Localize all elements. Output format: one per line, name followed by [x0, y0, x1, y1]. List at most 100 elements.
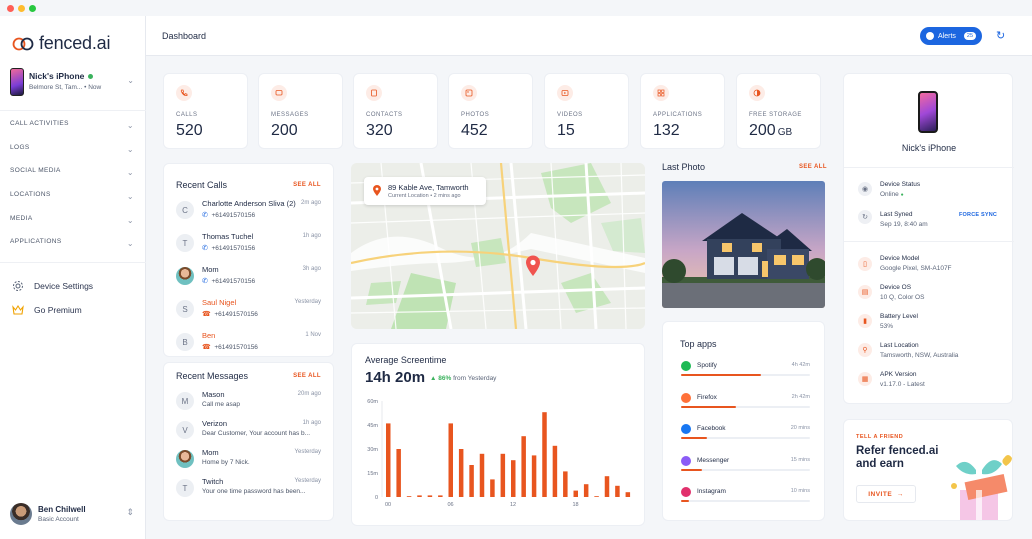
- recent-messages-see-all[interactable]: SEE ALL: [293, 373, 321, 379]
- app-time: 2h 42m: [791, 393, 810, 400]
- wifi-icon: ◉: [858, 182, 872, 196]
- avatar: B: [176, 333, 194, 351]
- screentime-bar[interactable]: [386, 423, 391, 497]
- screentime-bar[interactable]: [625, 492, 631, 497]
- package-icon: ▦: [858, 372, 872, 386]
- device-settings-link[interactable]: Device Settings: [12, 279, 134, 293]
- last-photo-image[interactable]: [662, 181, 825, 308]
- screentime-bar[interactable]: [490, 479, 495, 497]
- app-row-messenger[interactable]: Messenger 15 mins: [678, 455, 810, 476]
- usage-fill: [681, 437, 707, 439]
- phone-icon: [176, 85, 192, 101]
- message-preview: Dear Customer, Your account has b...: [202, 430, 311, 437]
- close-window-button[interactable]: [7, 5, 14, 12]
- caller-name: Charlotte Anderson Sliva (2): [202, 199, 296, 208]
- caller-name: Saul Nigel: [202, 298, 237, 307]
- stat-card-contacts[interactable]: Contacts 320: [353, 73, 438, 149]
- refresh-icon[interactable]: ↻: [996, 30, 1006, 42]
- screentime-bar[interactable]: [594, 496, 599, 497]
- usage-track: [681, 405, 810, 408]
- usage-fill: [681, 374, 761, 376]
- app-row-facebook[interactable]: Facebook 20 mins: [678, 424, 810, 444]
- maximize-window-button[interactable]: [29, 5, 36, 12]
- last-photo-see-all[interactable]: SEE ALL: [799, 164, 827, 170]
- app-row-spotify[interactable]: Spotify 4h 42m: [678, 361, 810, 381]
- app-time: 10 mins: [790, 488, 810, 494]
- app-row-firefox[interactable]: Firefox 2h 42m: [678, 392, 810, 413]
- sender-name: Verizon: [202, 419, 228, 428]
- stat-card-applications[interactable]: Applications 132: [640, 73, 725, 149]
- device-name: Nick's iPhone: [29, 71, 94, 81]
- usage-track: [681, 500, 810, 502]
- invite-button[interactable]: INVITE →: [856, 485, 916, 503]
- app-row-instagram[interactable]: Instagram 10 mins: [678, 487, 810, 507]
- caller-name: Thomas Tuchel: [202, 232, 254, 241]
- screentime-bar[interactable]: [583, 484, 589, 497]
- screentime-bar[interactable]: [469, 465, 474, 497]
- device-selector[interactable]: Nick's iPhone Belmore St, Tam... • Now ⌄: [10, 68, 136, 98]
- go-premium-link[interactable]: Go Premium: [12, 303, 134, 317]
- caller-number: ☎ +61491570156: [202, 311, 258, 318]
- stat-card-calls[interactable]: Calls 520: [163, 73, 248, 149]
- divider: [0, 110, 146, 111]
- divider: [844, 167, 1014, 168]
- force-sync-button[interactable]: FORCE SYNC: [959, 212, 998, 218]
- screentime-bar[interactable]: [458, 449, 464, 497]
- screentime-bar[interactable]: [396, 449, 401, 497]
- screentime-title: Average Screentime: [365, 355, 447, 365]
- title-bar: [0, 0, 1032, 16]
- chevron-down-icon: ⌄: [126, 216, 134, 225]
- divider: [844, 241, 1014, 242]
- nav-social-media[interactable]: Social Media ⌄: [10, 167, 134, 177]
- screentime-bar[interactable]: [438, 495, 443, 497]
- screentime-bar[interactable]: [479, 453, 485, 497]
- call-icon: ✆: [202, 245, 208, 252]
- chevron-down-icon: ⌄: [126, 121, 134, 130]
- stat-card-free-storage[interactable]: Free Storage 200 GB: [736, 73, 821, 149]
- screentime-bar[interactable]: [406, 496, 412, 497]
- screentime-bar[interactable]: [531, 455, 537, 497]
- stat-card-messages[interactable]: Messages 200: [258, 73, 343, 149]
- firefox-icon: [681, 392, 691, 403]
- screentime-bar[interactable]: [552, 445, 558, 497]
- screentime-bar[interactable]: [521, 436, 526, 497]
- screentime-bar[interactable]: [511, 460, 516, 497]
- screentime-bar[interactable]: [563, 471, 568, 497]
- video-icon: [557, 85, 573, 101]
- map-location-label: 89 Kable Ave, Tamworth Current Location …: [364, 177, 486, 205]
- caller-number: ☎ +61491570156: [202, 344, 258, 351]
- recent-calls-see-all[interactable]: SEE ALL: [293, 182, 321, 188]
- app-name: Instagram: [697, 488, 726, 495]
- recent-calls-title: Recent Calls: [176, 180, 228, 190]
- alerts-button[interactable]: Alerts 25: [920, 27, 982, 45]
- logo[interactable]: fenced.ai: [12, 33, 110, 54]
- device-os-icon: ▤: [858, 285, 872, 299]
- map-marker-icon[interactable]: [525, 255, 541, 277]
- location-map[interactable]: 89 Kable Ave, Tamworth Current Location …: [351, 163, 645, 329]
- y-tick-label: 30m: [367, 447, 378, 453]
- minimize-window-button[interactable]: [18, 5, 25, 12]
- user-account[interactable]: Ben Chilwell Basic Account ⇕: [10, 503, 136, 529]
- screentime-bar[interactable]: [573, 490, 579, 497]
- screentime-bar[interactable]: [604, 476, 610, 497]
- app-name: Firefox: [697, 393, 717, 401]
- device-model-icon: ▯: [858, 257, 872, 271]
- avatar: M: [176, 392, 194, 410]
- screentime-bar[interactable]: [542, 412, 547, 497]
- stat-card-videos[interactable]: Videos 15: [544, 73, 629, 149]
- app-name: Spotify: [697, 362, 717, 369]
- nav-locations[interactable]: Locations ⌄: [10, 191, 134, 201]
- screentime-bar[interactable]: [500, 453, 506, 497]
- screentime-bar[interactable]: [427, 495, 433, 497]
- screentime-bar[interactable]: [448, 423, 454, 497]
- call-icon: ✆: [202, 278, 208, 285]
- screentime-bar[interactable]: [615, 485, 620, 497]
- nav-applications[interactable]: Applications ⌄: [10, 238, 134, 248]
- screentime-bar[interactable]: [417, 495, 422, 497]
- stat-card-photos[interactable]: Photos 452: [448, 73, 533, 149]
- x-tick-label: 12: [510, 502, 516, 508]
- refer-tag: TELL A FRIEND: [856, 434, 904, 440]
- nav-logs[interactable]: Logs ⌄: [10, 144, 134, 154]
- nav-media[interactable]: Media ⌄: [10, 215, 134, 225]
- nav-call-activities[interactable]: Call Activities ⌄: [10, 120, 134, 130]
